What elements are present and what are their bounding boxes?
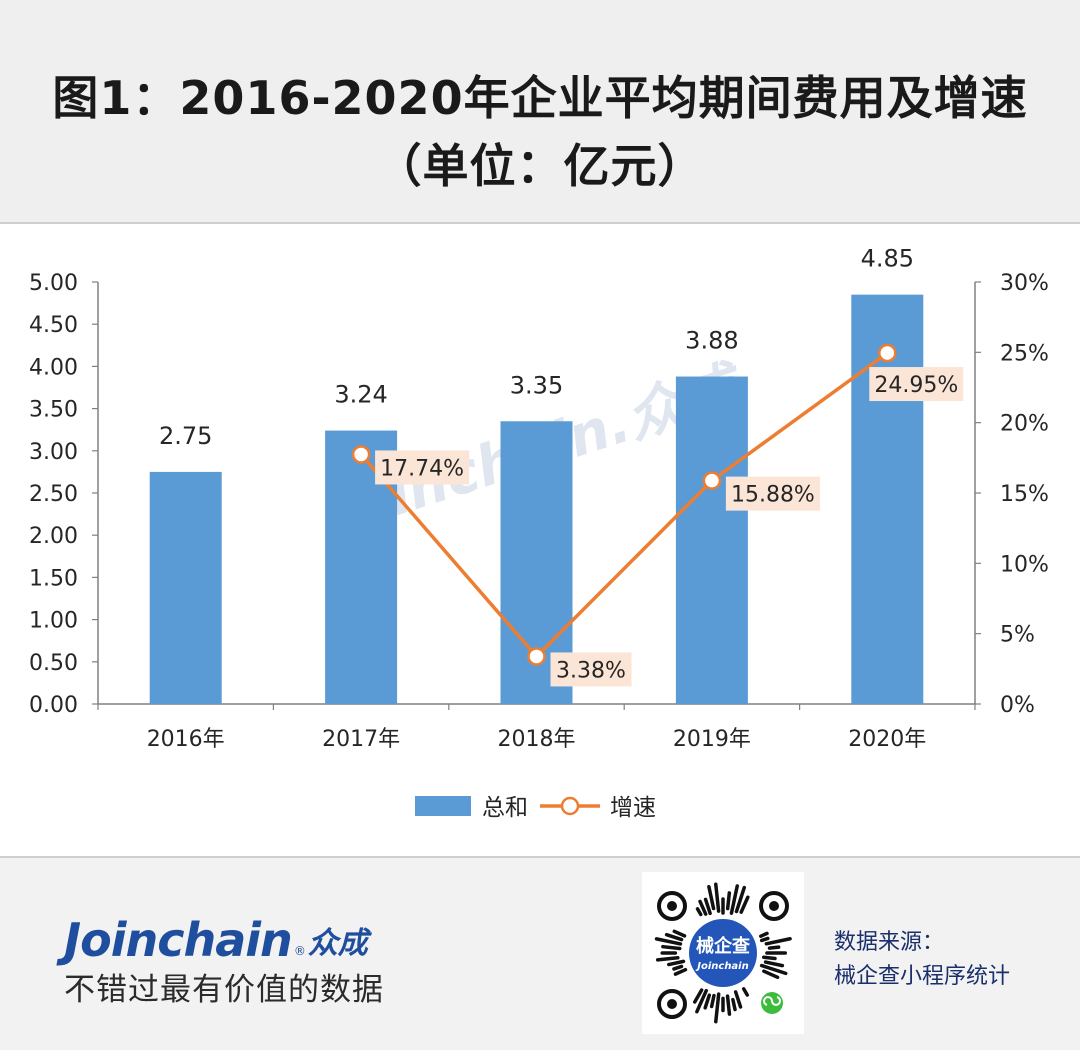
left-tick-label: 4.50 bbox=[29, 313, 78, 338]
bar-value-label: 3.88 bbox=[685, 327, 738, 355]
right-tick-label: 10% bbox=[1000, 552, 1049, 577]
registered-mark: ® bbox=[293, 944, 306, 958]
data-source-label: 数据来源： bbox=[834, 930, 945, 955]
right-tick-label: 20% bbox=[1000, 412, 1049, 437]
legend-swatch-marker bbox=[560, 796, 580, 816]
bar-value-label: 2.75 bbox=[159, 422, 212, 450]
footer: Joinchain ® 众成 不错过最有价值的数据 械企查 Joinchain … bbox=[0, 858, 1080, 1050]
brand-logo: Joinchain ® 众成 bbox=[64, 910, 368, 966]
growth-value-label: 24.95% bbox=[874, 373, 958, 398]
title-banner: 图1：2016-2020年企业平均期间费用及增速 （单位：亿元） bbox=[0, 0, 1080, 224]
chart-title: 图1：2016-2020年企业平均期间费用及增速 bbox=[52, 71, 1028, 125]
right-tick-label: 5% bbox=[1000, 623, 1035, 648]
bar bbox=[149, 471, 222, 704]
x-tick-label: 2017年 bbox=[322, 727, 400, 752]
legend-swatch-bar bbox=[415, 796, 471, 816]
left-tick-label: 0.00 bbox=[29, 693, 78, 718]
right-tick-label: 15% bbox=[1000, 482, 1049, 507]
chart-subtitle: （单位：亿元） bbox=[375, 139, 705, 193]
growth-label-box bbox=[869, 367, 964, 402]
brand-wordmark: Joinchain bbox=[64, 913, 293, 967]
bar-value-label: 3.24 bbox=[334, 381, 387, 409]
left-tick-label: 1.00 bbox=[29, 609, 78, 634]
data-source: 数据来源： 械企查小程序统计 bbox=[834, 926, 1010, 994]
growth-marker bbox=[878, 343, 897, 363]
bar bbox=[851, 294, 924, 704]
bar-value-label: 3.35 bbox=[510, 371, 563, 399]
legend-label-bar: 总和 bbox=[482, 795, 528, 821]
growth-label-box bbox=[725, 476, 820, 511]
left-tick-label: 1.50 bbox=[29, 566, 78, 591]
x-tick-label: 2016年 bbox=[147, 727, 225, 752]
left-tick-label: 5.00 bbox=[29, 271, 78, 296]
qr-code[interactable]: 械企查 Joinchain bbox=[642, 872, 804, 1034]
legend-label-line: 增速 bbox=[610, 795, 656, 821]
left-tick-label: 3.50 bbox=[29, 398, 78, 423]
growth-value-label: 17.74% bbox=[380, 456, 464, 481]
qr-label-en: Joinchain bbox=[695, 961, 748, 972]
growth-value-label: 3.38% bbox=[556, 658, 626, 683]
right-tick-label: 0% bbox=[1000, 693, 1035, 718]
qr-code-icon: 械企查 Joinchain bbox=[654, 882, 792, 1024]
growth-marker bbox=[702, 471, 722, 490]
right-tick-label: 30% bbox=[1000, 271, 1049, 296]
brand-slogan: 不错过最有价值的数据 bbox=[64, 972, 384, 1008]
left-tick-label: 2.50 bbox=[29, 482, 78, 507]
growth-value-label: 15.88% bbox=[731, 483, 815, 508]
right-tick-label: 25% bbox=[1000, 341, 1049, 366]
left-tick-label: 4.00 bbox=[29, 355, 78, 380]
bar bbox=[675, 376, 748, 704]
growth-line bbox=[359, 351, 889, 659]
x-tick-label: 2018年 bbox=[498, 727, 576, 752]
growth-label-box bbox=[375, 450, 470, 485]
x-tick-label: 2020年 bbox=[848, 727, 926, 752]
left-tick-label: 0.50 bbox=[29, 651, 78, 676]
qr-label-cn: 械企查 bbox=[696, 935, 750, 957]
qr-center-badge bbox=[689, 919, 757, 987]
growth-marker bbox=[351, 445, 371, 464]
left-tick-label: 3.00 bbox=[29, 440, 78, 465]
left-tick-label: 2.00 bbox=[29, 524, 78, 549]
data-source-text: 械企查小程序统计 bbox=[834, 964, 1011, 989]
chart-area: Joinchain.众成0.000.501.001.502.002.503.00… bbox=[0, 224, 1080, 858]
bar-value-label: 4.85 bbox=[861, 245, 914, 273]
x-tick-label: 2019年 bbox=[673, 727, 751, 752]
combo-chart: Joinchain.众成0.000.501.001.502.002.503.00… bbox=[29, 245, 1049, 821]
growth-label-box bbox=[550, 652, 632, 687]
brand-chinese-name: 众成 bbox=[307, 926, 368, 961]
growth-marker bbox=[527, 647, 546, 666]
